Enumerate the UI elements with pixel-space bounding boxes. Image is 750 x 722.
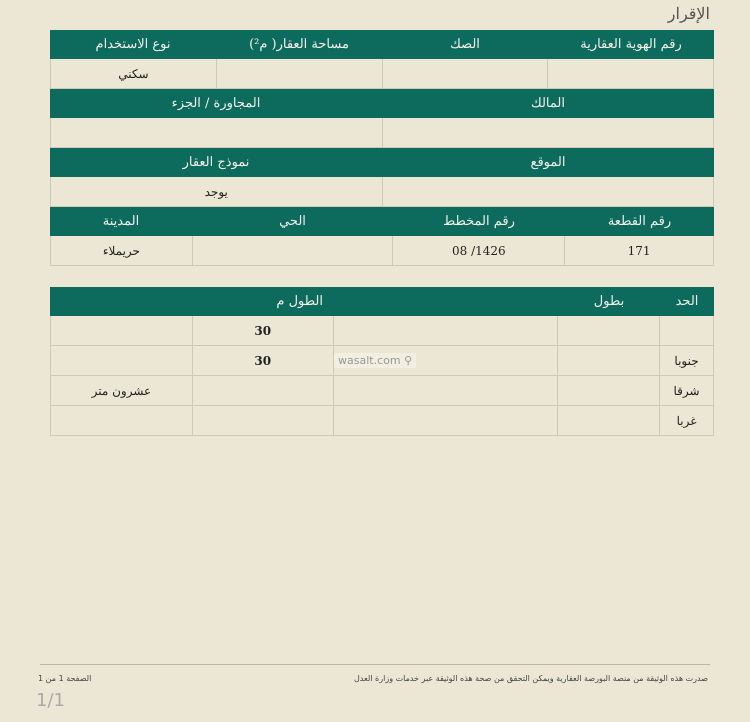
- page-mark: 1/1: [36, 690, 65, 711]
- header-cell: رقم الهوية العقارية: [580, 37, 682, 52]
- header-cell: الطول م: [276, 294, 323, 309]
- header-cell: نوع الاستخدام: [95, 37, 171, 52]
- header-cell: الحي: [279, 214, 306, 229]
- value-cell: [50, 316, 192, 345]
- value-cell: [381, 59, 548, 88]
- value-cell: [557, 376, 659, 405]
- value-cell: 30: [191, 346, 333, 375]
- header-cell: بطول: [593, 294, 625, 309]
- boundary-row: 30: [50, 316, 714, 346]
- value-cell: [215, 59, 382, 88]
- value-cell: [381, 177, 714, 206]
- header-cell: [50, 287, 192, 316]
- value-cell: [381, 118, 714, 147]
- value-cell: [332, 376, 558, 405]
- value-cell: غربا: [659, 406, 713, 435]
- header-row: الحد بطول الطول م: [50, 287, 714, 316]
- header-cell: الحد: [675, 294, 699, 309]
- value-cell: [659, 316, 713, 345]
- value-cell: [191, 406, 333, 435]
- value-row: [50, 118, 714, 148]
- value-cell: [50, 346, 192, 375]
- watermark: wasalt.com ⚲: [334, 353, 417, 368]
- header-row: المالك المجاورة / الجزء: [50, 89, 714, 118]
- value-cell: 1426/ 08: [392, 236, 564, 265]
- value-cell: شرقا: [659, 376, 713, 405]
- footer-note: صدرت هذه الوثيقة من منصة البورصة العقاري…: [353, 674, 708, 683]
- header-row: الموقع نموذج العقار: [50, 148, 714, 177]
- value-cell: سكني: [50, 59, 216, 88]
- value-cell: يوجد: [50, 177, 382, 206]
- value-cell: [332, 316, 558, 345]
- header-cell: [333, 287, 558, 316]
- header-cell: رقم القطعة: [607, 214, 672, 229]
- header-cell: مساحة العقار( م²): [249, 37, 349, 52]
- value-cell: [191, 236, 393, 265]
- value-cell: عشرون متر: [50, 376, 192, 405]
- page-number: الصفحة 1 من 1: [38, 674, 92, 683]
- header-row: رقم الهوية العقارية الصك مساحة العقار( م…: [50, 30, 714, 59]
- value-cell: 30: [191, 316, 333, 345]
- header-cell: الموقع: [530, 155, 566, 170]
- value-row: يوجد: [50, 177, 714, 207]
- value-cell: جنوبا: [659, 346, 713, 375]
- value-cell: حريملاء: [50, 236, 192, 265]
- header-cell: المجاورة / الجزء: [171, 96, 261, 111]
- header-cell: رقم المخطط: [443, 214, 515, 229]
- property-info-table: رقم الهوية العقارية الصك مساحة العقار( م…: [50, 30, 714, 266]
- value-cell: [557, 406, 659, 435]
- value-cell: [557, 346, 659, 375]
- boundaries-table: الحد بطول الطول م 30 جنوبا 30 شرقا عشرون متر…: [50, 287, 714, 436]
- boundary-row: غربا: [50, 406, 714, 436]
- header-cell: المالك: [531, 96, 565, 111]
- value-row: 171 1426/ 08 حريملاء: [50, 236, 714, 266]
- value-cell: 171: [564, 236, 713, 265]
- boundary-row: شرقا عشرون متر: [50, 376, 714, 406]
- value-row: سكني: [50, 59, 714, 89]
- value-cell: [50, 118, 382, 147]
- value-cell: [50, 406, 192, 435]
- footer-divider: [40, 664, 710, 665]
- value-cell: [332, 346, 558, 375]
- value-cell: [547, 59, 713, 88]
- value-cell: [332, 406, 558, 435]
- document-title: الإقرار: [667, 4, 710, 23]
- boundary-row: جنوبا 30: [50, 346, 714, 376]
- header-cell: نموذج العقار: [182, 155, 250, 170]
- value-cell: [557, 316, 659, 345]
- header-cell: الصك: [450, 37, 480, 52]
- value-cell: [191, 376, 333, 405]
- header-row: رقم القطعة رقم المخطط الحي المدينة: [50, 207, 714, 236]
- header-cell: المدينة: [102, 214, 140, 229]
